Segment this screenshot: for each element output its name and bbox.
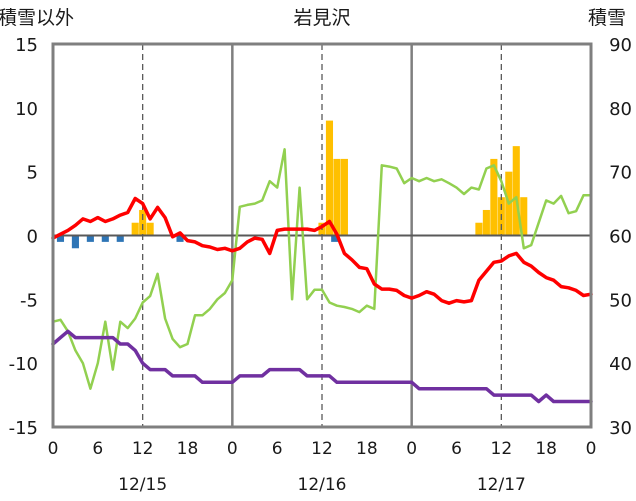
bar-0 (56, 235, 65, 242)
x-tick-label-12: 0 (586, 439, 597, 459)
right-tick-label-3: 60 (609, 227, 632, 248)
x-tick-label-6: 12 (311, 439, 333, 459)
left-tick-label-6: -15 (9, 418, 38, 439)
bar-6 (139, 209, 147, 236)
left-tick-label-2: 5 (27, 163, 38, 184)
series-temperature (51, 196, 593, 305)
left-axis-label: 積雪以外 (0, 7, 74, 29)
bar-3 (101, 235, 109, 242)
bar-15 (482, 209, 490, 236)
x-tick-label-4: 0 (227, 439, 238, 459)
bar-19 (512, 146, 520, 236)
chart-title: 岩見沢 (293, 7, 350, 29)
left-tick-label-4: -5 (20, 290, 38, 311)
right-tick-label-4: 50 (609, 290, 632, 311)
right-axis-ticks: 90 80 70 60 50 40 30 (609, 35, 632, 439)
series-snow-depth (51, 329, 593, 404)
data-series (51, 148, 593, 404)
x-tick-label-0: 0 (48, 439, 59, 459)
right-tick-label-0: 90 (609, 35, 632, 56)
date-label-1: 12/16 (298, 475, 347, 495)
bar-4 (116, 235, 124, 242)
bar-7 (146, 222, 154, 236)
x-tick-label-7: 18 (356, 439, 378, 459)
x-tick-label-3: 18 (177, 439, 199, 459)
x-tick-label-2: 12 (132, 439, 154, 459)
x-tick-label-9: 6 (451, 439, 462, 459)
left-axis-ticks: 15 10 5 0 -5 -10 -15 (9, 35, 38, 439)
right-tick-label-6: 30 (609, 418, 632, 439)
right-tick-label-5: 40 (609, 354, 632, 375)
bar-11 (331, 235, 339, 242)
x-tick-label-8: 0 (406, 439, 417, 459)
bar-14 (475, 222, 483, 236)
right-tick-label-1: 80 (609, 99, 632, 120)
bar-1 (71, 235, 79, 249)
bar-10 (325, 120, 334, 236)
date-label-2: 12/17 (477, 475, 526, 495)
bar-8 (176, 235, 184, 242)
left-tick-label-1: 10 (15, 99, 38, 120)
x-tick-label-5: 6 (272, 439, 283, 459)
right-tick-label-2: 70 (609, 163, 632, 184)
date-labels: 12/15 12/16 12/17 (118, 475, 526, 495)
bar-12 (333, 158, 341, 236)
x-tick-label-10: 12 (491, 439, 513, 459)
x-tick-label-1: 6 (92, 439, 103, 459)
bar-2 (86, 235, 94, 242)
series-green-line (51, 148, 593, 390)
bar-5 (131, 222, 139, 236)
plot-frame (51, 42, 593, 429)
x-axis-ticks: 0 6 12 18 0 6 12 18 0 6 12 18 0 (48, 439, 597, 459)
right-axis-label: 積雪 (588, 7, 626, 29)
bar-13 (340, 158, 348, 236)
left-tick-label-5: -10 (9, 354, 38, 375)
grid-lines (53, 44, 591, 427)
x-tick-label-11: 18 (535, 439, 557, 459)
bar-20 (520, 197, 528, 236)
left-tick-label-3: 0 (27, 227, 38, 248)
left-tick-label-0: 15 (15, 35, 38, 56)
date-label-0: 12/15 (118, 475, 167, 495)
bar-16 (490, 158, 498, 236)
